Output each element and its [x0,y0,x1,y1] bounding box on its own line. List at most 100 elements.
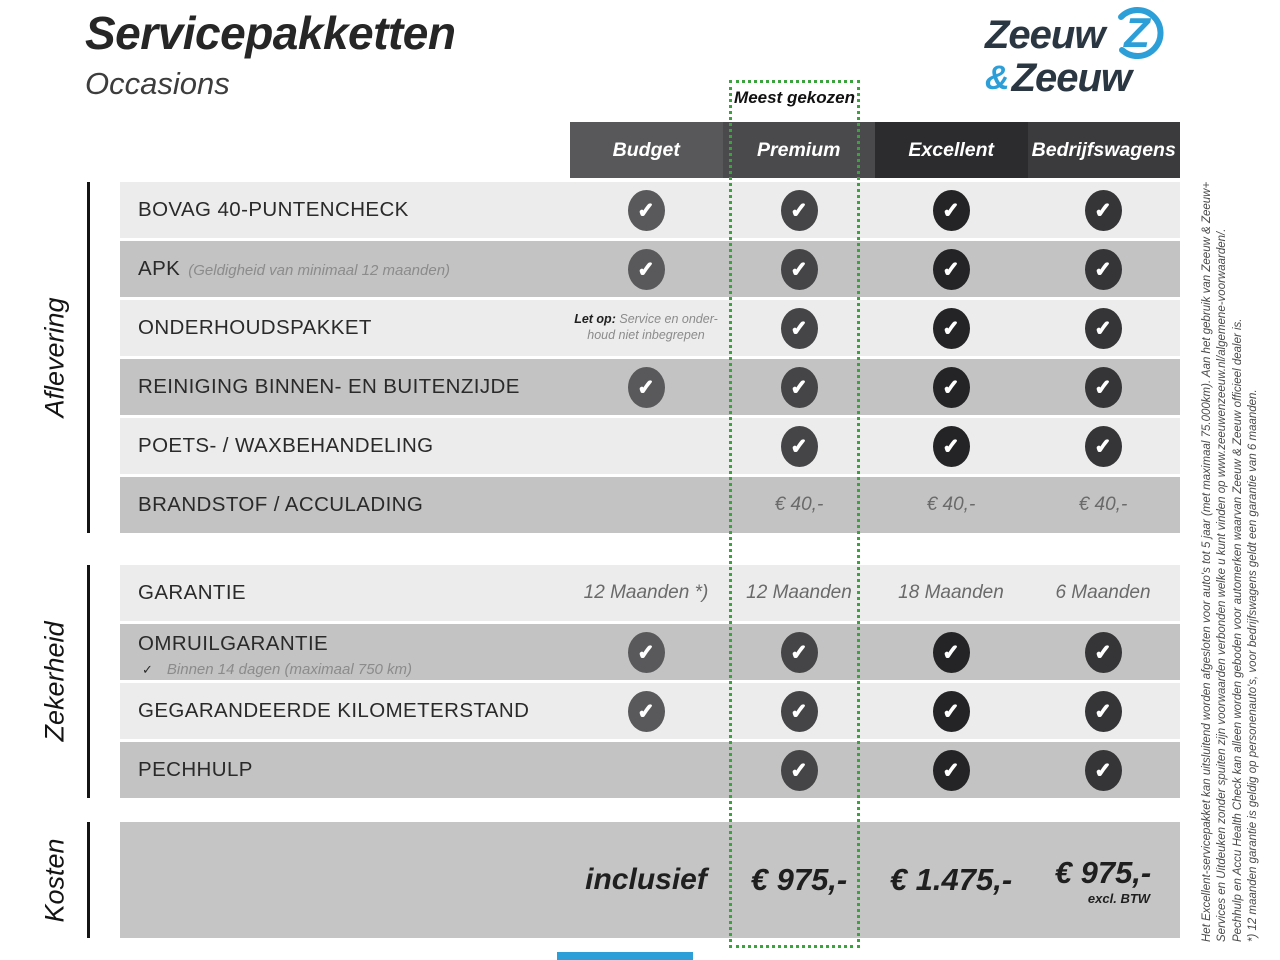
price-premium: € 975,- [750,862,848,897]
row-label: POETS- / WAXBEHANDELING [138,434,434,457]
cell-bedrijfswagens: € 40,- [1027,477,1179,533]
note-text: Let op: Service en onder- houd niet inbe… [574,312,718,342]
check-icon: ✓ [1084,749,1122,791]
check-icon: ✓ [780,690,818,732]
check-icon: ✓ [780,631,818,673]
check-icon: ✓ [932,189,970,231]
section-divider-line [87,822,90,938]
cell-budget-note: Let op: Service en onder- houd niet inbe… [570,300,722,356]
cell-excellent: ✓ [875,624,1027,680]
row-sublabel: ✓ Binnen 14 dagen (maximaal 750 km) [142,661,413,678]
cell-value: € 40,- [926,494,976,515]
svg-text:Z: Z [1124,9,1152,56]
column-header-row: Budget Premium Excellent Bedrijfswagens [570,122,1180,178]
cell-budget: ✓ [570,683,722,739]
table-row-omruilgarantie: OMRUILGARANTIE ✓ Binnen 14 dagen (maximaa… [120,624,1180,680]
check-icon: ✓ [1084,631,1122,673]
cell-excellent: ✓ [875,182,1027,238]
page-subtitle: Occasions [85,66,230,101]
check-icon: ✓ [780,248,818,290]
fine-print-line: Pechhulp en Accu Health Check kan alleen… [1231,318,1244,943]
cell-bedrijfswagens: ✓ [1027,418,1179,474]
cell-bedrijfswagens: ✓ [1027,241,1179,297]
zeeuw-zeeuw-logo: Zeeuw Z & Zeeuw [985,7,1169,98]
check-icon: ✓ [932,425,970,467]
fine-print: Het Excellent-servicepakket kan uitsluit… [1198,118,1260,942]
price-excellent: € 1.475,- [889,862,1013,897]
fine-print-line: Het Excellent-servicepakket kan uitsluit… [1201,181,1213,942]
table-row-brandstof: BRANDSTOF / ACCULADING € 40,- € 40,- € 4… [120,477,1180,533]
cell-budget: 12 Maanden *) [570,565,722,621]
fine-print-line: *) 12 maanden garantie is geldig op pers… [1247,389,1260,942]
logo-z-icon: Z [1118,7,1164,59]
cell-premium-price: € 975,- [723,822,875,938]
cell-premium: ✓ [723,182,875,238]
table-row-reiniging: REINIGING BINNEN- EN BUITENZIJDE ✓ ✓ ✓ ✓ [120,359,1180,415]
cell-budget: ✓ [570,241,722,297]
check-icon: ✓ [780,307,818,349]
row-label: OMRUILGARANTIE ✓ Binnen 14 dagen (maximaa… [138,632,413,678]
most-chosen-label: Meest gekozen [734,88,855,107]
check-icon: ✓ [627,248,665,290]
table-row-bovag: BOVAG 40-PUNTENCHECK ✓ ✓ ✓ ✓ [120,182,1180,238]
section-label-kosten: Kosten [39,837,70,923]
cell-value: 12 Maanden *) [583,582,709,603]
check-icon: ✓ [932,631,970,673]
logo-ampersand: & [985,59,1010,97]
column-header-excellent: Excellent [875,122,1028,178]
cell-premium: ✓ [723,300,875,356]
footer-bar [557,952,693,960]
btw-note: excl. BTW [1087,890,1151,906]
section-label-aflevering: Aflevering [39,297,70,418]
cell-budget: ✓ [570,359,722,415]
page-title: Servicepakketten [85,7,456,59]
cell-excellent: ✓ [875,359,1027,415]
check-icon: ✓ [780,366,818,408]
logo-word-1: Zeeuw [985,13,1105,57]
check-icon: ✓ [932,690,970,732]
check-icon: ✓ [627,189,665,231]
check-icon: ✓ [142,662,153,677]
cell-bedrijfswagens: 6 Maanden [1027,565,1179,621]
check-icon: ✓ [932,366,970,408]
cell-premium: 12 Maanden [723,565,875,621]
cell-excellent-price: € 1.475,- [875,822,1027,938]
section-aflevering: BOVAG 40-PUNTENCHECK ✓ ✓ ✓ ✓ APK (Geldigh… [120,182,1180,533]
cell-bedrijfswagens-price: € 975,- excl. BTW [1027,822,1179,938]
cell-premium: ✓ [723,683,875,739]
section-label-zekerheid: Zekerheid [39,621,70,742]
check-icon: ✓ [627,366,665,408]
cell-excellent: ✓ [875,742,1027,798]
cell-budget [570,742,722,798]
cell-excellent: ✓ [875,241,1027,297]
column-header-budget: Budget [570,122,723,178]
cell-value: 6 Maanden [1055,582,1151,603]
check-icon: ✓ [627,690,665,732]
row-label: BRANDSTOF / ACCULADING [138,493,424,516]
price-inclusief: inclusief [585,863,707,896]
cell-excellent: 18 Maanden [875,565,1027,621]
check-icon: ✓ [932,307,970,349]
cell-premium: ✓ [723,359,875,415]
cell-premium: € 40,- [723,477,875,533]
row-label: GARANTIE [138,581,246,604]
cell-excellent: ✓ [875,418,1027,474]
table-row-apk: APK (Geldigheid van minimaal 12 maanden) … [120,241,1180,297]
price-bedrijfswagens: € 975,- [1054,854,1152,890]
check-icon: ✓ [1084,189,1122,231]
check-icon: ✓ [1084,690,1122,732]
column-header-bedrijfswagens: Bedrijfswagens [1027,122,1180,178]
cell-budget-price: inclusief [570,822,722,938]
row-label: GEGARANDEERDE KILOMETERSTAND [138,699,530,722]
cell-bedrijfswagens: ✓ [1027,624,1179,680]
table-row-pechhulp: PECHHULP ✓ ✓ ✓ [120,742,1180,798]
cell-bedrijfswagens: ✓ [1027,182,1179,238]
row-sublabel: (Geldigheid van minimaal 12 maanden) [188,262,451,279]
cell-budget [570,477,722,533]
check-icon: ✓ [1084,307,1122,349]
check-icon: ✓ [932,749,970,791]
section-divider-line [87,565,90,798]
fine-print-line: Services en Uitdeuken zonder spuiten zij… [1216,228,1229,942]
table-row-garantie: GARANTIE 12 Maanden *) 12 Maanden 18 Maa… [120,565,1180,621]
cell-premium: ✓ [723,418,875,474]
